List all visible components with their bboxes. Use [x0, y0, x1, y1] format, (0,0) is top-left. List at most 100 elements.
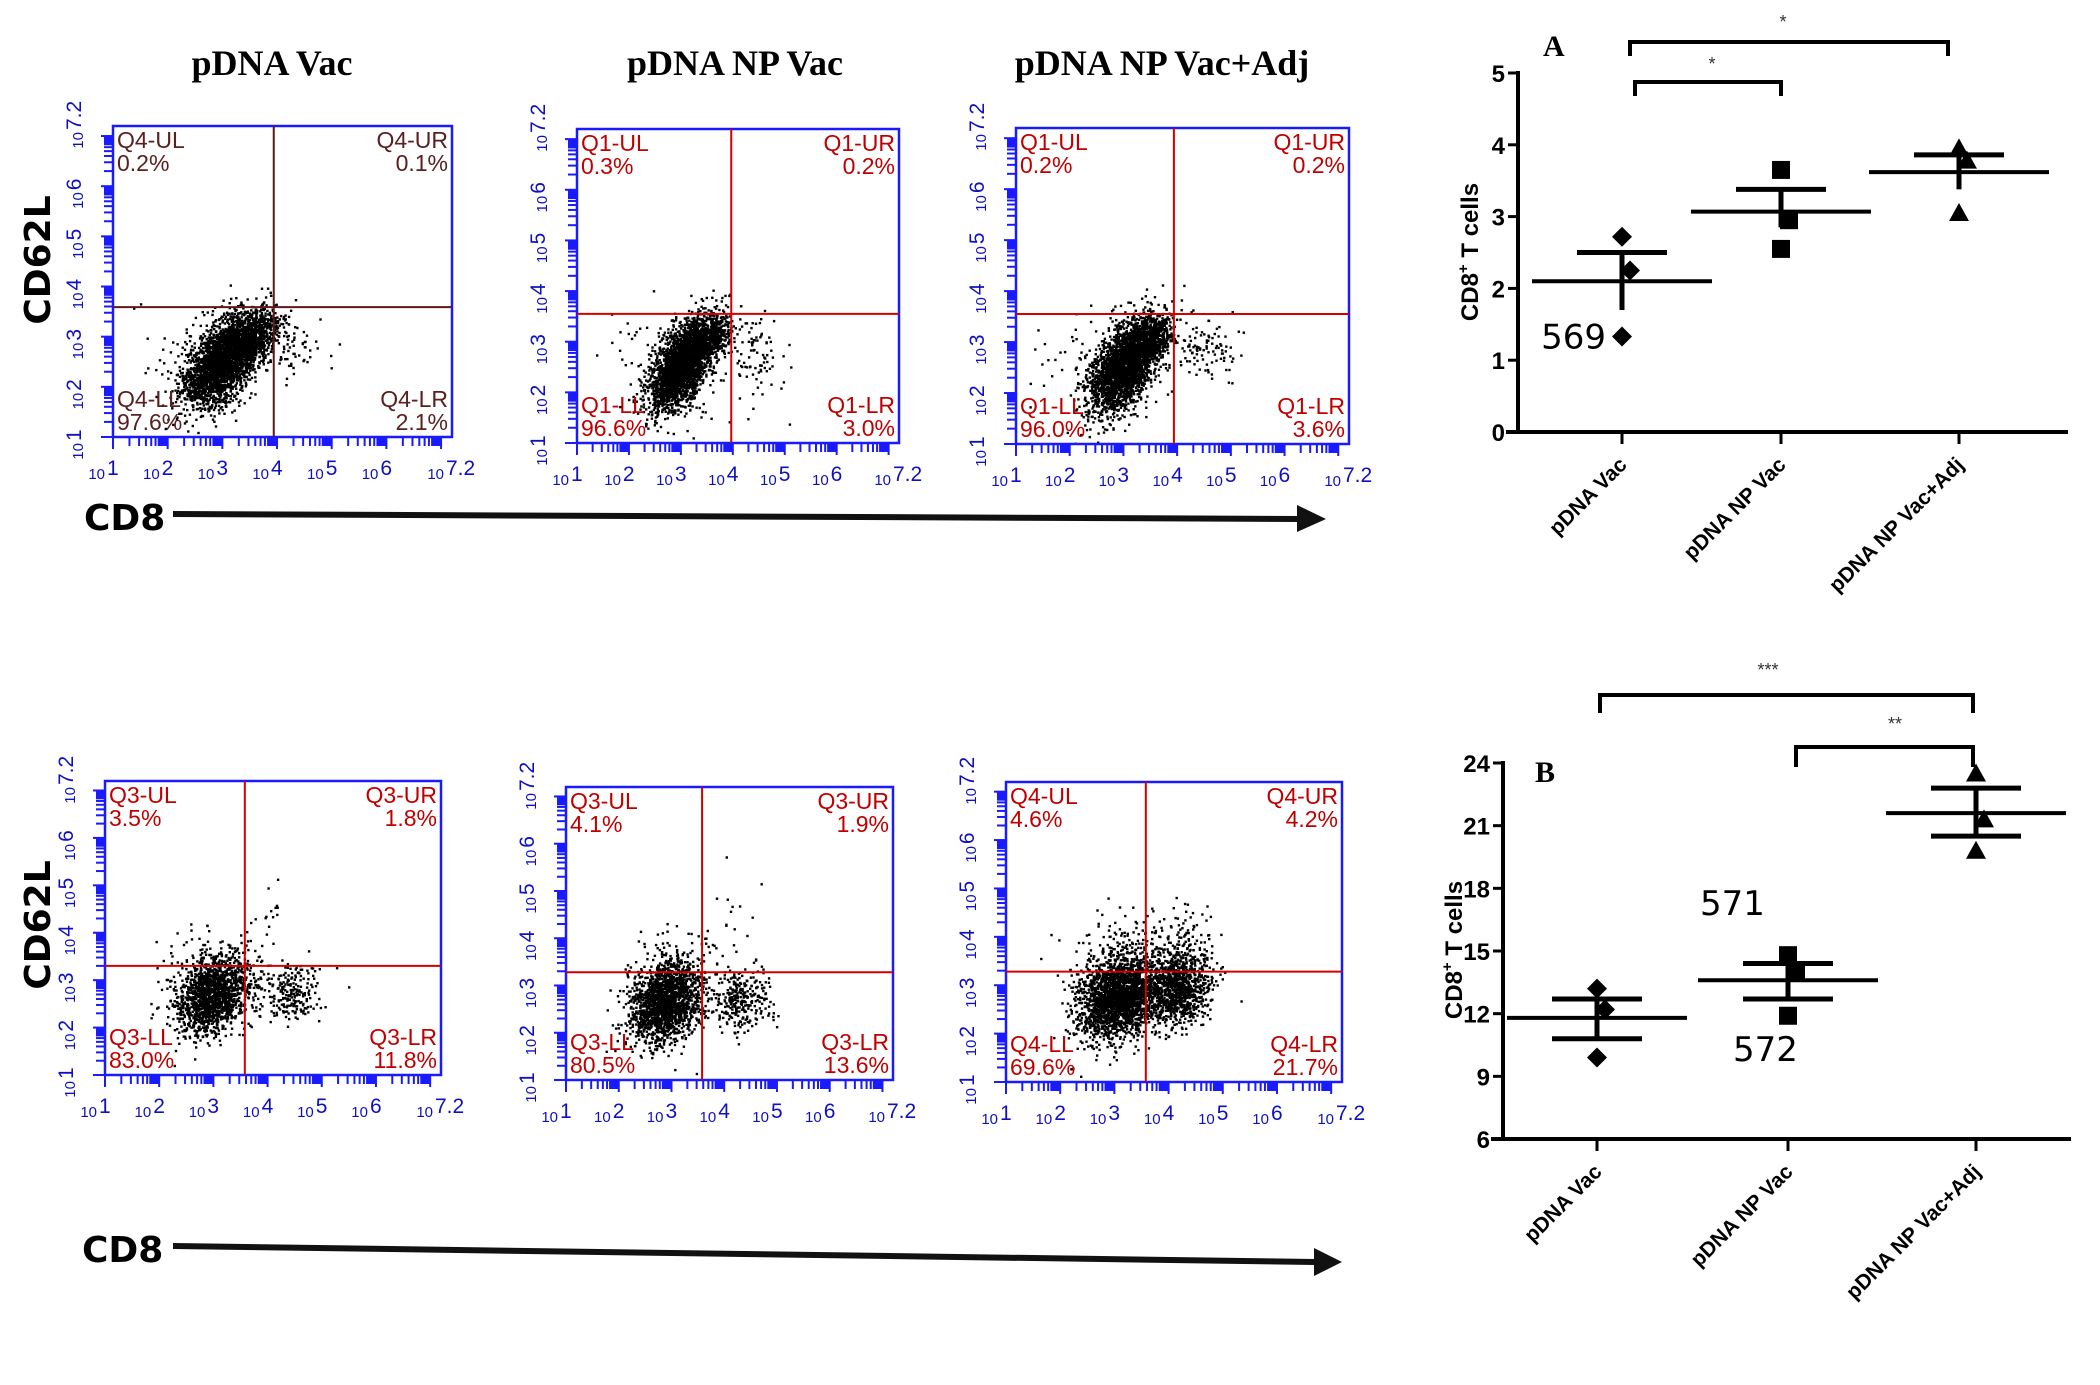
event-dot [636, 412, 640, 415]
event-dot [200, 361, 204, 364]
event-dot [228, 340, 232, 343]
event-dot [234, 373, 238, 376]
event-dot [705, 296, 708, 300]
event-dot [259, 340, 262, 343]
event-dot [236, 336, 240, 339]
event-dot [238, 346, 241, 349]
event-dot [253, 368, 256, 371]
event-dot [194, 391, 197, 394]
event-dot [292, 338, 296, 341]
event-dot [189, 374, 192, 378]
x-tick-label: 10 [760, 472, 777, 489]
event-dot [203, 407, 207, 410]
event-dot [196, 357, 199, 360]
event-dot [253, 340, 256, 343]
event-dot [254, 328, 257, 332]
event-dot [241, 331, 245, 334]
event-dot [211, 375, 215, 378]
event-dot [242, 333, 245, 336]
event-dot [258, 344, 261, 347]
event-dot [648, 386, 651, 389]
event-dot [195, 379, 198, 382]
event-dot [697, 322, 700, 325]
event-dot [261, 303, 264, 307]
event-dot [673, 332, 676, 336]
event-dot [211, 336, 214, 339]
event-dot [235, 341, 239, 344]
event-dot [222, 379, 225, 382]
event-dot [217, 409, 221, 412]
event-dot [176, 395, 179, 398]
event-dot [199, 402, 202, 406]
event-dot [176, 343, 179, 346]
event-dot [247, 366, 250, 369]
x-tick-label-exponent: 6 [831, 463, 843, 486]
event-dot [243, 402, 246, 405]
x-tick-label-exponent: 2 [162, 457, 174, 480]
event-dot [270, 317, 274, 321]
event-dot [218, 361, 221, 364]
event-dot [224, 405, 228, 408]
event-dot [214, 368, 217, 371]
event-dot [191, 376, 194, 380]
event-dot [244, 320, 247, 323]
event-dot [229, 369, 232, 373]
event-dot [197, 364, 200, 367]
event-dot [195, 371, 198, 374]
event-dot [243, 350, 246, 353]
event-dot [231, 399, 235, 402]
event-dot [319, 318, 322, 321]
event-dot [227, 394, 230, 397]
event-dot [221, 387, 224, 390]
event-dot [647, 398, 651, 401]
event-dot [260, 312, 264, 315]
event-dot [206, 361, 209, 364]
event-dot [275, 324, 278, 328]
event-dot [220, 346, 223, 349]
event-dot [249, 362, 252, 365]
event-dot [250, 316, 253, 319]
x-tick-block [213, 437, 223, 446]
event-dot [677, 346, 681, 349]
event-dot [223, 352, 226, 356]
event-dot [701, 299, 705, 302]
event-dot [196, 384, 199, 387]
event-dot [671, 411, 675, 414]
event-dot [691, 378, 694, 382]
y-tick-block [568, 139, 577, 147]
event-dot [231, 364, 234, 367]
event-dot [181, 391, 184, 395]
event-dot [213, 386, 216, 390]
event-dot [270, 348, 273, 351]
event-dot [188, 392, 192, 396]
event-dot [194, 363, 197, 367]
event-dot [186, 368, 189, 371]
event-dot [198, 407, 202, 410]
event-dot [216, 389, 219, 392]
y-tick-label-exponent: 4 [527, 283, 550, 295]
event-dot [190, 384, 194, 387]
event-dot [287, 323, 291, 326]
event-dot [184, 403, 187, 406]
x-tick-label-exponent: 6 [380, 457, 392, 480]
event-dot [213, 328, 216, 331]
event-dot [266, 339, 269, 342]
event-dot [647, 427, 650, 430]
x-tick-block [432, 437, 442, 446]
event-dot [260, 352, 264, 355]
event-dot [221, 352, 224, 356]
y-tick-label-base: 10 [534, 398, 551, 415]
event-dot [658, 347, 661, 350]
event-dot [646, 390, 650, 393]
event-dot [237, 329, 241, 332]
event-dot [225, 334, 229, 337]
event-dot [293, 336, 296, 339]
event-dot [662, 396, 666, 399]
y-axis-name-row1: CD62L [18, 195, 59, 324]
event-dot [203, 400, 206, 403]
event-dot [264, 324, 267, 327]
event-dot [664, 406, 667, 409]
event-dot [202, 374, 205, 377]
x-tick-block [672, 443, 681, 452]
quadrant-percent-ur: 0.1% [396, 150, 448, 176]
